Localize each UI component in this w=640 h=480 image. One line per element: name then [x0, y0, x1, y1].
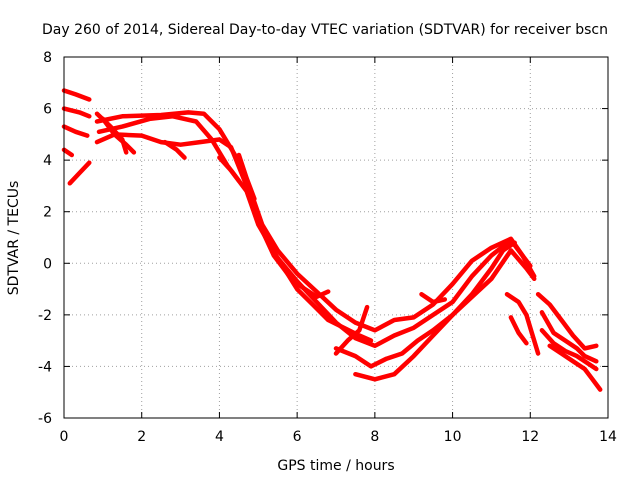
axis-ticks [63, 56, 609, 419]
y-tick-label: -4 [38, 359, 52, 375]
series-track-22 [539, 328, 599, 372]
series-track-6 [94, 110, 537, 333]
series-track-18 [419, 291, 448, 305]
series-track-2 [61, 106, 92, 119]
y-tick-label: 6 [43, 102, 52, 118]
y-tick-label: 8 [43, 50, 52, 66]
series-track-23 [539, 310, 599, 364]
y-tick-label: 2 [43, 205, 52, 221]
series-track-11 [162, 139, 187, 160]
chart-title: Day 260 of 2014, Sidereal Day-to-day VTE… [42, 22, 608, 38]
y-tick-label: 4 [43, 153, 52, 169]
x-tick-label: 14 [599, 429, 617, 445]
x-tick-label: 4 [215, 429, 224, 445]
y-axis-label: SDTVAR / TECUs [6, 181, 22, 296]
x-tick-label: 10 [444, 429, 462, 445]
series-track-10 [94, 111, 129, 155]
x-tick-label: 8 [370, 429, 379, 445]
series-track-3 [61, 124, 90, 138]
series-track-12 [236, 152, 257, 202]
y-tick-label: -2 [38, 308, 52, 324]
series-track-24 [547, 343, 603, 392]
series-track-5 [67, 160, 92, 186]
series-track-15 [333, 240, 517, 369]
grid-lines [64, 57, 608, 418]
y-tick-label: -6 [38, 411, 52, 427]
y-tick-labels: -6 -4 -2 0 2 4 6 8 [38, 50, 52, 427]
x-axis-label: GPS time / hours [277, 458, 394, 474]
data-series [61, 88, 603, 392]
series-track-19 [504, 291, 541, 356]
series-track-7 [96, 114, 533, 349]
series-track-20 [508, 315, 529, 346]
y-tick-label: 0 [43, 256, 52, 272]
series-track-16 [353, 248, 537, 382]
series-track-17 [333, 304, 370, 356]
plot-frame [63, 56, 609, 419]
x-tick-label: 6 [293, 429, 302, 445]
x-tick-label: 12 [521, 429, 539, 445]
series-track-21 [535, 291, 599, 351]
x-tick-label: 2 [137, 429, 146, 445]
series-track-13 [217, 155, 242, 184]
series-track-14 [275, 255, 374, 343]
series-track-1 [61, 88, 92, 102]
series-track-4 [61, 147, 75, 158]
x-tick-labels: 0 2 4 6 8 10 12 14 [60, 429, 617, 445]
x-tick-label: 0 [60, 429, 69, 445]
